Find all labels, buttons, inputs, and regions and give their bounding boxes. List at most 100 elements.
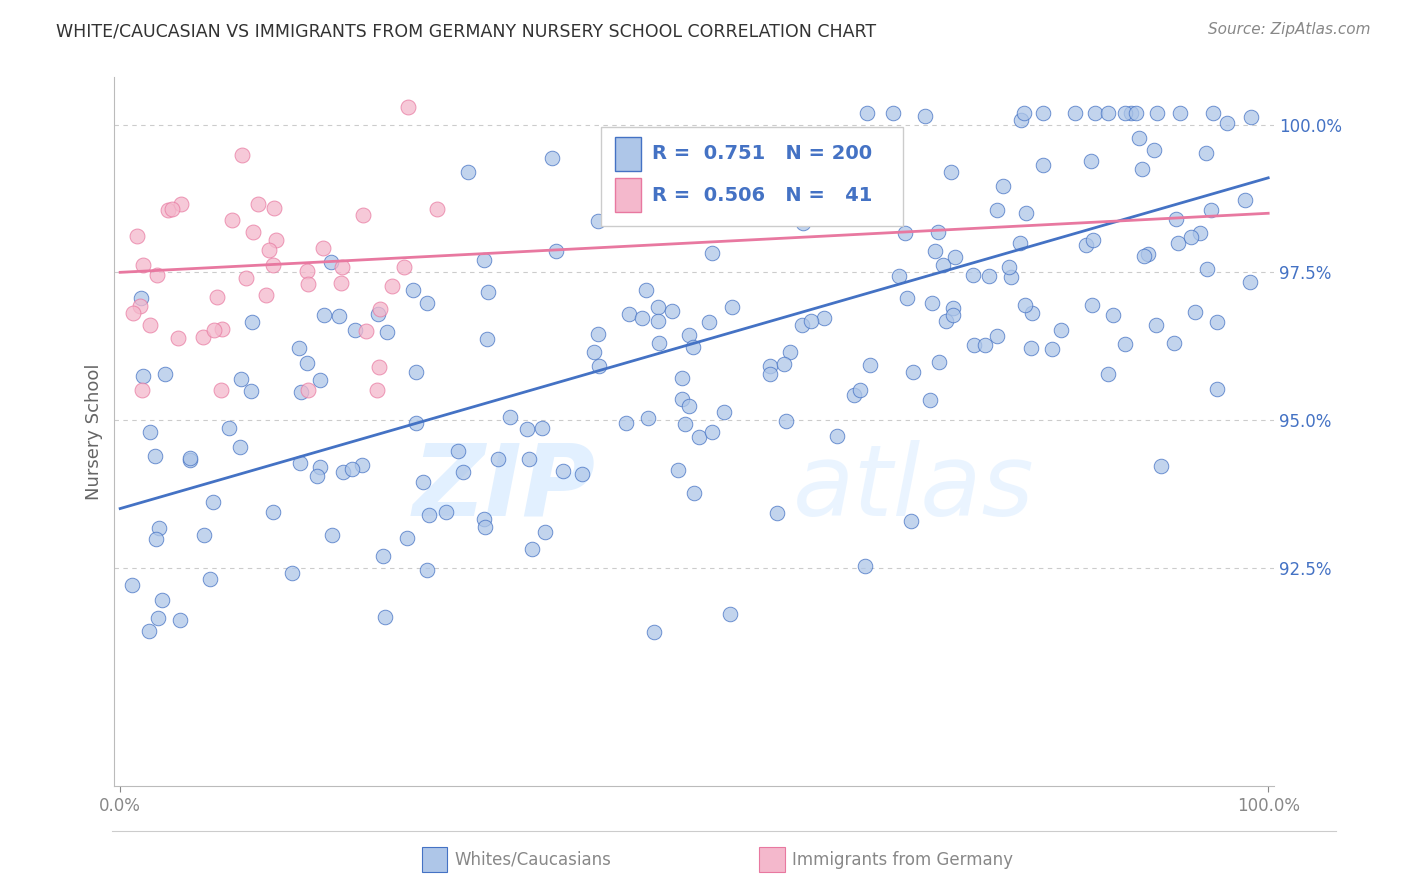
- Point: [963, 338, 986, 352]
- Point: [678, 328, 700, 343]
- Point: [148, 521, 170, 535]
- Point: [356, 324, 378, 338]
- Point: [201, 495, 224, 509]
- Point: [375, 325, 398, 339]
- Point: [139, 425, 162, 440]
- Point: [1180, 230, 1202, 244]
- Point: [330, 277, 353, 291]
- Point: [901, 366, 924, 380]
- FancyBboxPatch shape: [602, 127, 903, 227]
- Point: [153, 368, 176, 382]
- Point: [1128, 131, 1150, 145]
- Point: [586, 326, 609, 341]
- Point: [367, 308, 389, 322]
- Point: [211, 322, 233, 336]
- Point: [1081, 234, 1104, 248]
- Point: [1008, 235, 1031, 250]
- Point: [1143, 143, 1166, 157]
- Point: [546, 244, 568, 259]
- Point: [193, 528, 215, 542]
- Point: [939, 165, 962, 179]
- Point: [813, 311, 835, 326]
- Point: [242, 315, 264, 329]
- Point: [146, 268, 169, 283]
- Point: [139, 318, 162, 332]
- Point: [974, 338, 997, 352]
- Point: [713, 405, 735, 419]
- Point: [231, 148, 253, 162]
- Point: [682, 340, 704, 354]
- Point: [218, 421, 240, 435]
- Point: [328, 309, 350, 323]
- Point: [648, 336, 671, 351]
- Point: [418, 508, 440, 522]
- Point: [583, 345, 606, 359]
- Point: [162, 202, 184, 216]
- Point: [849, 383, 872, 397]
- Point: [1146, 106, 1168, 120]
- Point: [825, 429, 848, 443]
- Point: [855, 106, 877, 120]
- Point: [1164, 211, 1187, 226]
- Point: [534, 524, 557, 539]
- Point: [855, 558, 877, 573]
- Point: [520, 541, 543, 556]
- Point: [396, 100, 419, 114]
- Point: [132, 258, 155, 272]
- Point: [927, 225, 949, 239]
- Point: [138, 624, 160, 639]
- Point: [148, 611, 170, 625]
- Point: [666, 463, 689, 477]
- Point: [1166, 235, 1188, 250]
- Point: [1032, 158, 1054, 172]
- Point: [392, 260, 415, 274]
- Point: [914, 109, 936, 123]
- Point: [412, 475, 434, 489]
- Text: R =  0.751   N = 200: R = 0.751 N = 200: [652, 145, 873, 163]
- Point: [1114, 337, 1136, 351]
- Point: [145, 533, 167, 547]
- Point: [647, 301, 669, 315]
- Point: [1239, 275, 1261, 289]
- Point: [295, 356, 318, 370]
- FancyBboxPatch shape: [616, 178, 641, 212]
- Point: [129, 291, 152, 305]
- Point: [1133, 249, 1156, 263]
- Point: [257, 243, 280, 257]
- Point: [179, 450, 201, 465]
- Point: [170, 197, 193, 211]
- Point: [121, 306, 143, 320]
- Point: [242, 226, 264, 240]
- Point: [1150, 458, 1173, 473]
- Point: [405, 365, 427, 379]
- Text: Immigrants from Germany: Immigrants from Germany: [792, 851, 1012, 869]
- Point: [643, 625, 665, 640]
- Point: [143, 449, 166, 463]
- Point: [935, 314, 957, 328]
- Point: [247, 197, 270, 211]
- Point: [986, 329, 1008, 343]
- Point: [1233, 193, 1256, 207]
- Point: [1189, 226, 1212, 240]
- Point: [800, 314, 823, 328]
- Point: [366, 384, 388, 398]
- Point: [1050, 323, 1073, 337]
- Point: [637, 410, 659, 425]
- Point: [477, 285, 499, 299]
- Text: R =  0.506   N =   41: R = 0.506 N = 41: [652, 186, 873, 204]
- Point: [262, 258, 284, 272]
- Point: [1080, 153, 1102, 168]
- Point: [263, 201, 285, 215]
- Point: [297, 277, 319, 292]
- Point: [834, 184, 856, 198]
- Point: [661, 304, 683, 318]
- Point: [634, 283, 657, 297]
- Point: [307, 468, 329, 483]
- Point: [1121, 106, 1143, 120]
- Point: [1012, 106, 1035, 120]
- Point: [1032, 106, 1054, 120]
- Point: [614, 416, 637, 430]
- Point: [1080, 298, 1102, 312]
- Point: [426, 202, 449, 216]
- Point: [1201, 203, 1223, 218]
